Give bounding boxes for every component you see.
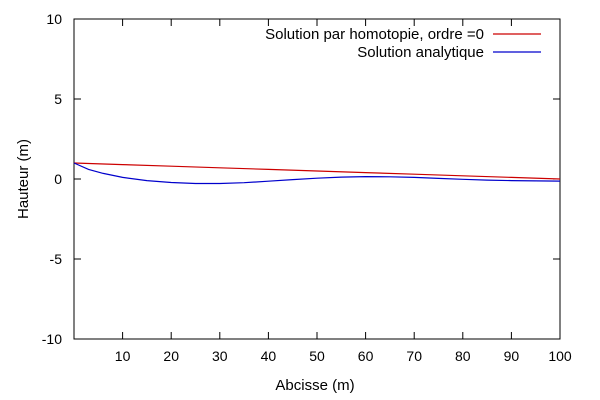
x-tick-label: 70 [406,348,422,364]
x-tick-label: 50 [309,348,325,364]
x-axis-label: Abcisse (m) [275,377,354,394]
x-tick-label: 20 [163,348,179,364]
series-line-1 [73,162,561,180]
x-tick-label: 60 [358,348,374,364]
legend-label-1: Solution par homotopie, ordre =0 [265,26,484,43]
x-tick-label: 40 [261,348,277,364]
y-axis-label: Hauteur (m) [15,139,32,219]
series-lines [73,162,561,185]
x-tick-label: 90 [504,348,520,364]
y-tick-label: 10 [46,11,62,27]
series-line-2 [73,162,561,185]
x-tick-label: 80 [455,348,471,364]
y-tick-label: 5 [54,91,62,107]
y-axis: -10 -5 0 5 10 [42,11,560,347]
x-axis: 10 20 30 40 50 60 70 80 90 100 [115,19,572,364]
y-tick-label: -5 [50,251,63,267]
y-tick-label: -10 [42,331,62,347]
plot-frame [73,18,561,340]
x-tick-label: 100 [548,348,572,364]
x-tick-label: 30 [212,348,228,364]
legend: Solution par homotopie, ordre =0Solution… [265,26,541,61]
y-tick-label: 0 [54,171,62,187]
x-tick-label: 10 [115,348,131,364]
legend-label-2: Solution analytique [357,44,484,61]
